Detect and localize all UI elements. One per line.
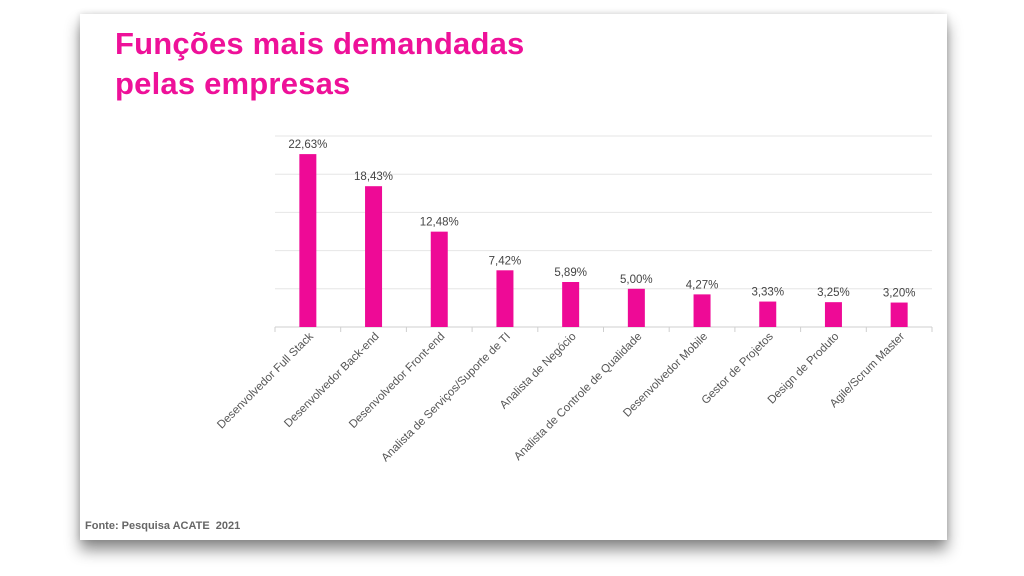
bar: [759, 301, 777, 327]
category-label: Analista de Controle de Qualidade: [512, 331, 644, 463]
bar: [430, 231, 448, 327]
bar: [562, 282, 580, 327]
bar: [890, 302, 908, 327]
bar: [365, 186, 383, 327]
data-label: 3,20%: [883, 288, 916, 300]
title-line-1: Funções mais demandadas: [115, 26, 525, 61]
data-label: 5,00%: [620, 274, 653, 286]
bar: [627, 288, 645, 327]
data-label: 7,42%: [489, 255, 522, 267]
data-label: 3,25%: [817, 287, 850, 299]
bar: [299, 154, 317, 327]
data-label: 4,27%: [686, 279, 719, 291]
data-label: 5,89%: [554, 267, 587, 279]
data-label: 3,33%: [751, 287, 784, 299]
data-label: 18,43%: [354, 171, 393, 183]
title-line-2: pelas empresas: [115, 66, 351, 101]
bar: [824, 302, 842, 327]
data-label: 22,63%: [288, 139, 327, 151]
chart-title: Funções mais demandadas pelas empresas: [115, 24, 524, 104]
bar: [693, 294, 711, 327]
category-label: Design de Produto: [766, 331, 842, 407]
bar: [496, 270, 514, 327]
category-label: Gestor de Projetos: [700, 330, 776, 406]
data-label: 12,48%: [420, 217, 459, 229]
category-label: Analista de Serviços/Suporte de TI: [380, 331, 514, 465]
category-label: Agile/Scrum Master: [828, 331, 908, 411]
source-note: Fonte: Pesquisa ACATE 2021: [85, 520, 241, 532]
chart-card: [80, 14, 947, 540]
